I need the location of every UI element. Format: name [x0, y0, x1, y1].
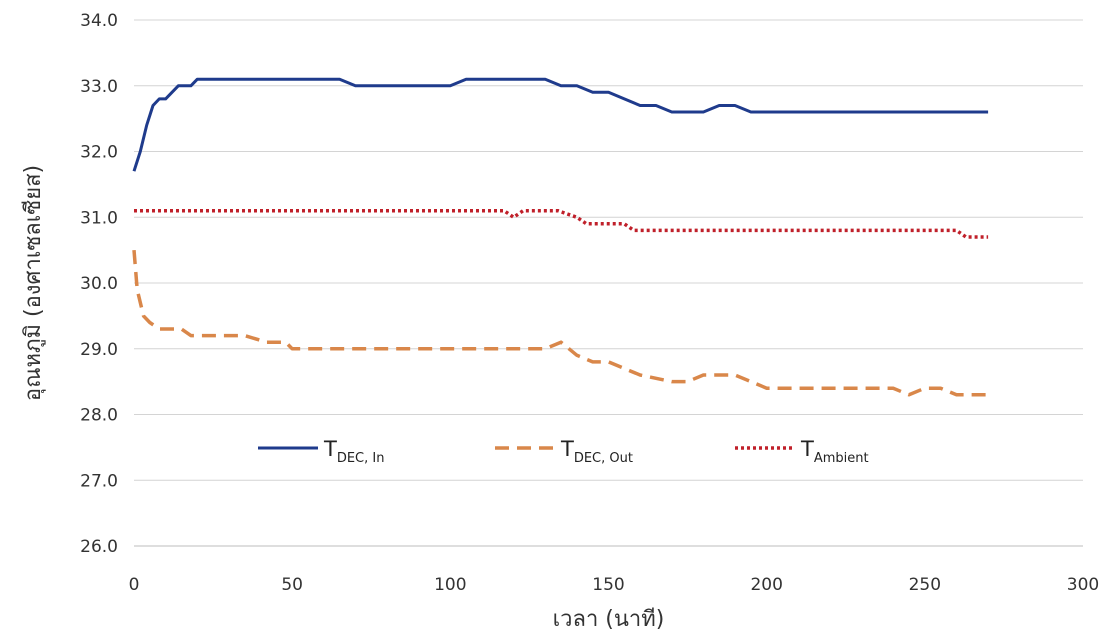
series-group [132, 77, 989, 397]
y-tick-label: 27.0 [80, 471, 118, 491]
y-tick-label: 28.0 [80, 406, 118, 426]
series-line-2 [132, 249, 989, 397]
legend-entry: TDEC, Out [560, 437, 633, 466]
y-tick-label: 26.0 [80, 537, 118, 557]
y-tick-label: 29.0 [80, 340, 118, 360]
y-tick-label: 32.0 [80, 143, 118, 163]
x-tick-label: 200 [750, 575, 782, 595]
legend-entry: TAmbient [800, 437, 869, 466]
x-tick-labels: 0 50 100 150 200 250 300 [129, 575, 1100, 595]
y-tick-labels: 26.0 27.0 28.0 29.0 30.0 31.0 32.0 33.0 34.0 [80, 11, 118, 557]
x-tick-label: 50 [281, 575, 303, 595]
x-tick-label: 250 [909, 575, 941, 595]
series-line-1 [132, 77, 989, 172]
series-line-3 [134, 208, 989, 239]
x-tick-label: 0 [129, 575, 140, 595]
x-tick-label: 100 [434, 575, 466, 595]
x-tick-label: 150 [592, 575, 624, 595]
y-axis-label: อุณหภูมิ (องศาเซลเซียส) [21, 165, 46, 401]
x-axis-label: เวลา (นาที) [553, 607, 665, 632]
legend-entry: TDEC, In [323, 437, 384, 466]
legend: TDEC, In TDEC, Out TAmbient [258, 437, 869, 466]
y-tick-label: 30.0 [80, 274, 118, 294]
y-tick-label: 33.0 [80, 77, 118, 97]
y-tick-label: 31.0 [80, 208, 118, 228]
x-tick-label: 300 [1067, 575, 1099, 595]
y-tick-label: 34.0 [80, 11, 118, 31]
grid-lines [134, 19, 1083, 481]
